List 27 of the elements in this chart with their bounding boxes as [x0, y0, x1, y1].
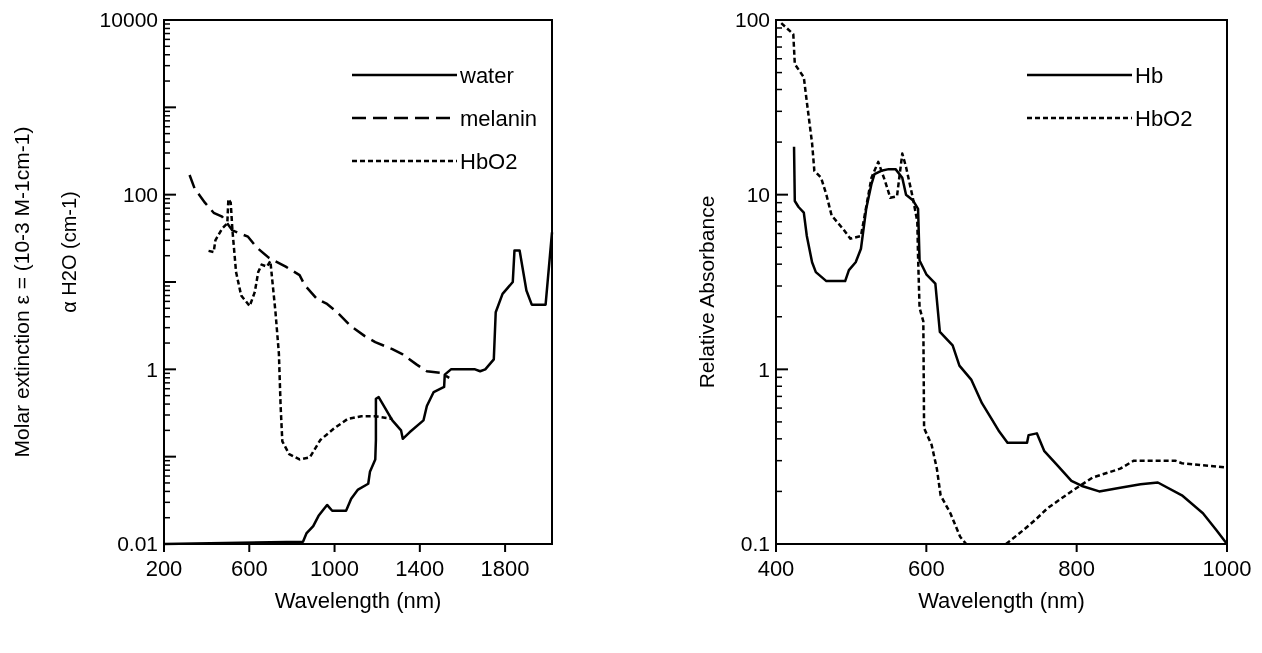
y-tick-label: 10 [746, 183, 770, 207]
y-axis-title: Molar extinction ε = (10-3 M-1cm-1) [10, 126, 33, 458]
x-tick-label: 600 [907, 556, 945, 581]
y-tick-label: 100 [122, 183, 158, 207]
y-tick-label: 1 [146, 357, 158, 381]
legend-label: water [459, 62, 514, 88]
x-tick-label: 1000 [1202, 556, 1252, 581]
x-axis-title: Wavelength (nm) [274, 588, 442, 613]
y-tick-label: 0.01 [117, 532, 158, 556]
x-tick-label: 600 [230, 556, 268, 581]
y-tick-label: 1 [758, 357, 770, 381]
text: α H2O (cm-1) [58, 191, 80, 313]
legend-label: Hb [1135, 62, 1164, 88]
y-axis-title: Relative Absorbance [695, 195, 718, 389]
x-tick-label: 800 [1058, 556, 1096, 581]
y-tick-label: 0.1 [740, 532, 770, 556]
x-tick-label: 400 [757, 556, 795, 581]
x-tick-label: 1400 [395, 556, 445, 581]
legend-label: HbO2 [460, 148, 518, 174]
x-tick-label: 1800 [480, 556, 530, 581]
legend-label: melanin [460, 105, 538, 131]
x-tick-label: 200 [145, 556, 183, 581]
y-tick-label: 100 [734, 8, 770, 32]
y-tick-label: 10000 [99, 8, 158, 32]
x-axis-title: Wavelength (nm) [918, 588, 1085, 613]
legend-label: HbO2 [1135, 105, 1193, 131]
x-tick-label: 1000 [310, 556, 360, 581]
